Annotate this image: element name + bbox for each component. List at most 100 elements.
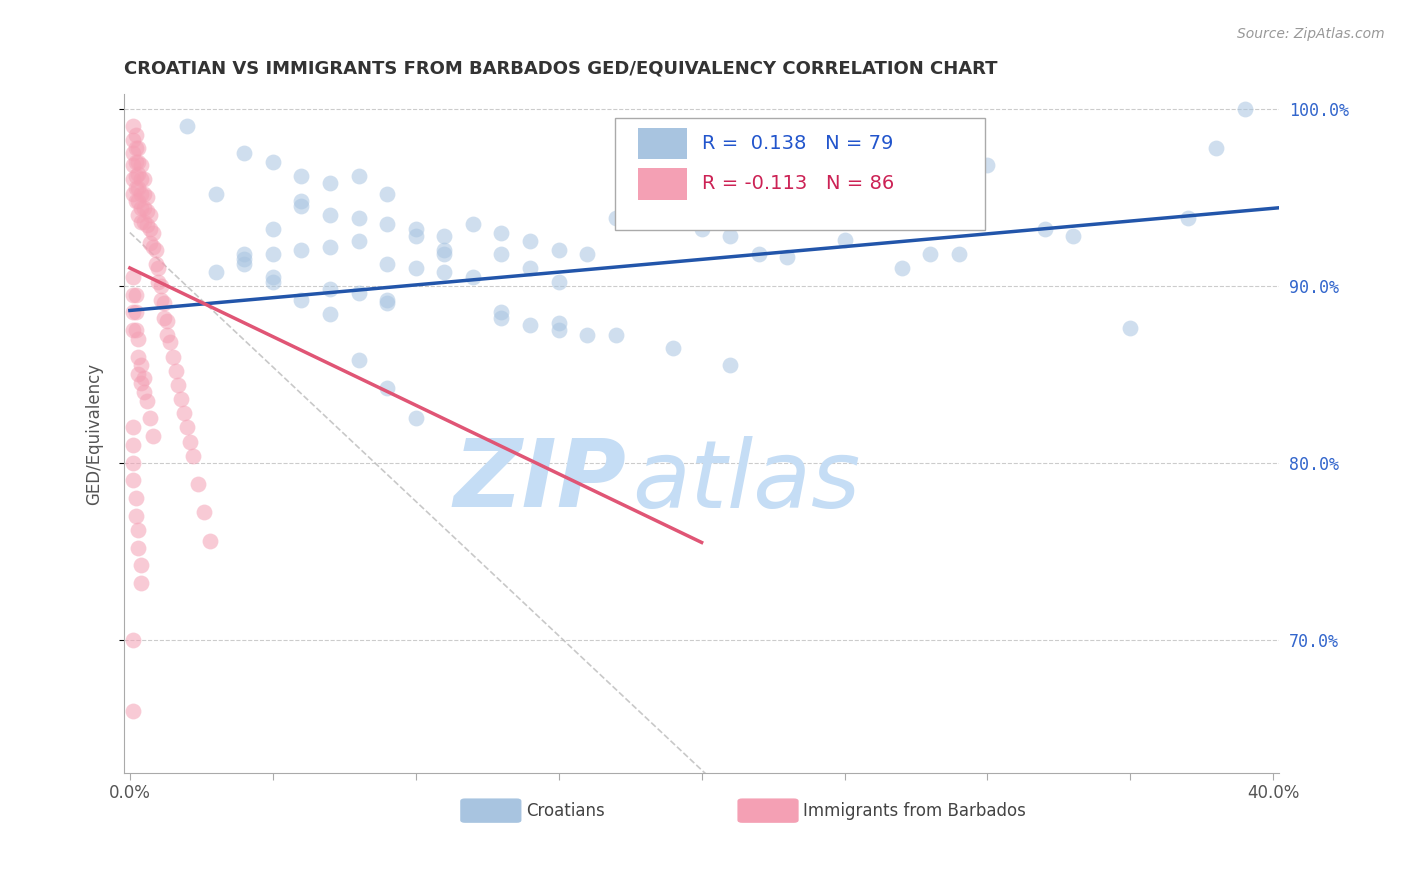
Point	[290, 199, 312, 213]
Point	[134, 371, 156, 385]
Point	[405, 411, 427, 425]
Point	[156, 328, 179, 343]
Point	[1062, 229, 1084, 244]
Point	[1233, 102, 1256, 116]
Point	[233, 247, 256, 261]
Point	[347, 169, 370, 183]
Point	[129, 359, 152, 373]
Point	[124, 305, 146, 319]
Point	[433, 229, 456, 244]
Point	[127, 140, 149, 154]
Point	[576, 328, 599, 343]
Point	[142, 240, 165, 254]
FancyBboxPatch shape	[638, 169, 686, 200]
Point	[519, 260, 541, 275]
Point	[262, 222, 284, 236]
Point	[662, 194, 685, 208]
Point	[139, 222, 162, 236]
FancyBboxPatch shape	[460, 798, 522, 822]
Point	[136, 219, 159, 233]
Point	[179, 434, 201, 449]
Point	[375, 186, 398, 201]
Point	[121, 420, 143, 434]
Point	[148, 260, 170, 275]
Point	[127, 208, 149, 222]
Point	[142, 429, 165, 443]
Point	[129, 186, 152, 201]
Point	[129, 172, 152, 186]
Point	[605, 328, 627, 343]
Point	[129, 376, 152, 390]
Point	[461, 217, 484, 231]
Point	[124, 508, 146, 523]
Point	[776, 251, 799, 265]
Point	[127, 350, 149, 364]
Point	[121, 305, 143, 319]
Point	[433, 247, 456, 261]
Point	[127, 523, 149, 537]
Point	[193, 505, 215, 519]
Text: atlas: atlas	[633, 435, 860, 526]
Point	[159, 335, 181, 350]
Point	[461, 269, 484, 284]
Point	[153, 296, 176, 310]
Point	[121, 120, 143, 134]
Point	[605, 211, 627, 226]
Point	[262, 269, 284, 284]
FancyBboxPatch shape	[638, 128, 686, 159]
Point	[127, 154, 149, 169]
Point	[290, 293, 312, 307]
Point	[136, 393, 159, 408]
Point	[134, 186, 156, 201]
Point	[976, 158, 998, 172]
Point	[121, 456, 143, 470]
Text: Immigrants from Barbados: Immigrants from Barbados	[803, 802, 1026, 820]
Point	[491, 247, 513, 261]
Point	[290, 244, 312, 258]
Point	[198, 533, 221, 548]
Point	[139, 208, 162, 222]
Point	[718, 229, 741, 244]
Text: Source: ZipAtlas.com: Source: ZipAtlas.com	[1237, 27, 1385, 41]
Point	[290, 194, 312, 208]
Point	[124, 154, 146, 169]
Text: Croatians: Croatians	[526, 802, 605, 820]
Point	[129, 201, 152, 215]
Point	[124, 287, 146, 301]
Point	[156, 314, 179, 328]
Point	[319, 307, 342, 321]
Point	[121, 269, 143, 284]
Point	[347, 235, 370, 249]
Point	[547, 316, 569, 330]
Point	[121, 323, 143, 337]
Point	[1033, 222, 1056, 236]
Point	[491, 310, 513, 325]
Point	[162, 350, 184, 364]
Point	[145, 257, 167, 271]
Point	[690, 222, 713, 236]
Point	[547, 244, 569, 258]
FancyBboxPatch shape	[737, 798, 799, 822]
Point	[319, 240, 342, 254]
Point	[948, 247, 970, 261]
Point	[262, 154, 284, 169]
Point	[121, 287, 143, 301]
Point	[134, 172, 156, 186]
Point	[433, 244, 456, 258]
Point	[262, 247, 284, 261]
Point	[1119, 321, 1142, 335]
Point	[347, 353, 370, 368]
Point	[129, 158, 152, 172]
Point	[148, 275, 170, 289]
Point	[1205, 140, 1227, 154]
Point	[134, 201, 156, 215]
Text: R = -0.113   N = 86: R = -0.113 N = 86	[702, 175, 894, 194]
Point	[834, 233, 856, 247]
Point	[319, 282, 342, 296]
Text: ZIP: ZIP	[454, 435, 627, 527]
Point	[150, 278, 173, 293]
Point	[153, 310, 176, 325]
Point	[662, 341, 685, 355]
Point	[170, 392, 193, 406]
Point	[633, 204, 655, 219]
